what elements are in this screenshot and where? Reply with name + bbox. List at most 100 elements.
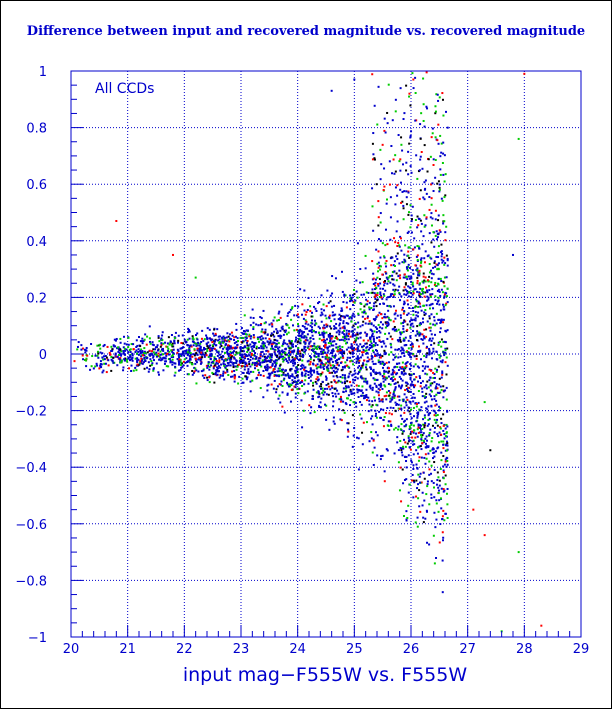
data-point [328,371,331,374]
data-point [207,355,210,358]
data-point [332,350,335,353]
data-point [420,406,423,409]
data-point [344,402,347,405]
data-point [285,333,288,336]
data-point [158,355,161,358]
data-point [212,367,215,370]
data-point [217,335,220,338]
data-point [222,341,225,344]
data-point [444,347,447,350]
data-point [384,131,387,134]
data-point [283,356,286,359]
data-point [324,346,327,349]
data-point [404,362,407,365]
data-point [402,373,405,376]
data-point [241,371,244,374]
data-point [418,302,421,305]
data-point [438,354,441,357]
data-point [304,369,307,372]
data-point [290,359,293,362]
data-point [287,356,290,359]
data-point [186,351,189,354]
data-point [444,351,447,354]
data-point [384,321,387,324]
data-point [337,349,340,352]
data-point [210,352,213,355]
data-point [419,258,422,261]
data-point [325,418,328,421]
data-point [376,372,379,375]
data-point [330,385,333,388]
data-point [422,272,425,275]
data-point [415,376,418,379]
data-point [407,303,410,306]
data-point [383,281,386,284]
data-point [218,338,221,341]
data-point [231,370,234,373]
data-point [130,343,133,346]
data-point [220,344,223,347]
data-point [399,87,402,90]
data-point [325,384,328,387]
data-point [338,364,341,367]
data-point [444,460,447,463]
data-point [370,417,373,420]
data-point [201,356,204,359]
data-point [391,278,394,281]
data-point [266,365,269,368]
data-point [387,276,390,279]
data-point [439,309,442,312]
data-point [394,382,397,385]
data-point [409,134,412,137]
data-point [199,356,202,359]
data-point [419,323,422,326]
data-point [416,269,419,272]
data-point [274,374,277,377]
data-point [125,358,128,361]
data-point [144,360,147,363]
data-point [284,353,287,356]
data-point [409,336,412,339]
data-point [162,369,165,372]
data-point [359,325,362,328]
data-point [423,261,426,264]
data-point [252,328,255,331]
data-point [436,236,439,239]
data-point [349,370,352,373]
data-point [263,358,266,361]
data-point [204,347,207,350]
data-point [401,454,404,457]
data-point [417,431,420,434]
data-point [208,328,211,331]
data-point [282,341,285,344]
data-point [405,455,408,458]
data-point [392,320,395,323]
data-point [403,406,406,409]
data-point [321,391,324,394]
data-point [347,322,350,325]
data-point [317,358,320,361]
data-point [396,441,399,444]
data-point [396,245,399,248]
data-point [184,350,187,353]
data-point [398,244,401,247]
data-point [268,323,271,326]
data-point [190,345,193,348]
data-point [446,463,449,466]
data-point [438,190,441,193]
data-point [414,521,417,524]
data-point [333,318,336,321]
data-point [216,367,219,370]
data-point [356,377,359,380]
data-point [289,375,292,378]
data-point [351,414,354,417]
data-point [337,329,340,332]
data-point [413,246,416,249]
data-point [440,258,443,261]
data-point [255,364,258,367]
data-point [263,332,266,335]
data-point [340,398,343,401]
data-point [357,345,360,348]
data-point [279,369,282,372]
